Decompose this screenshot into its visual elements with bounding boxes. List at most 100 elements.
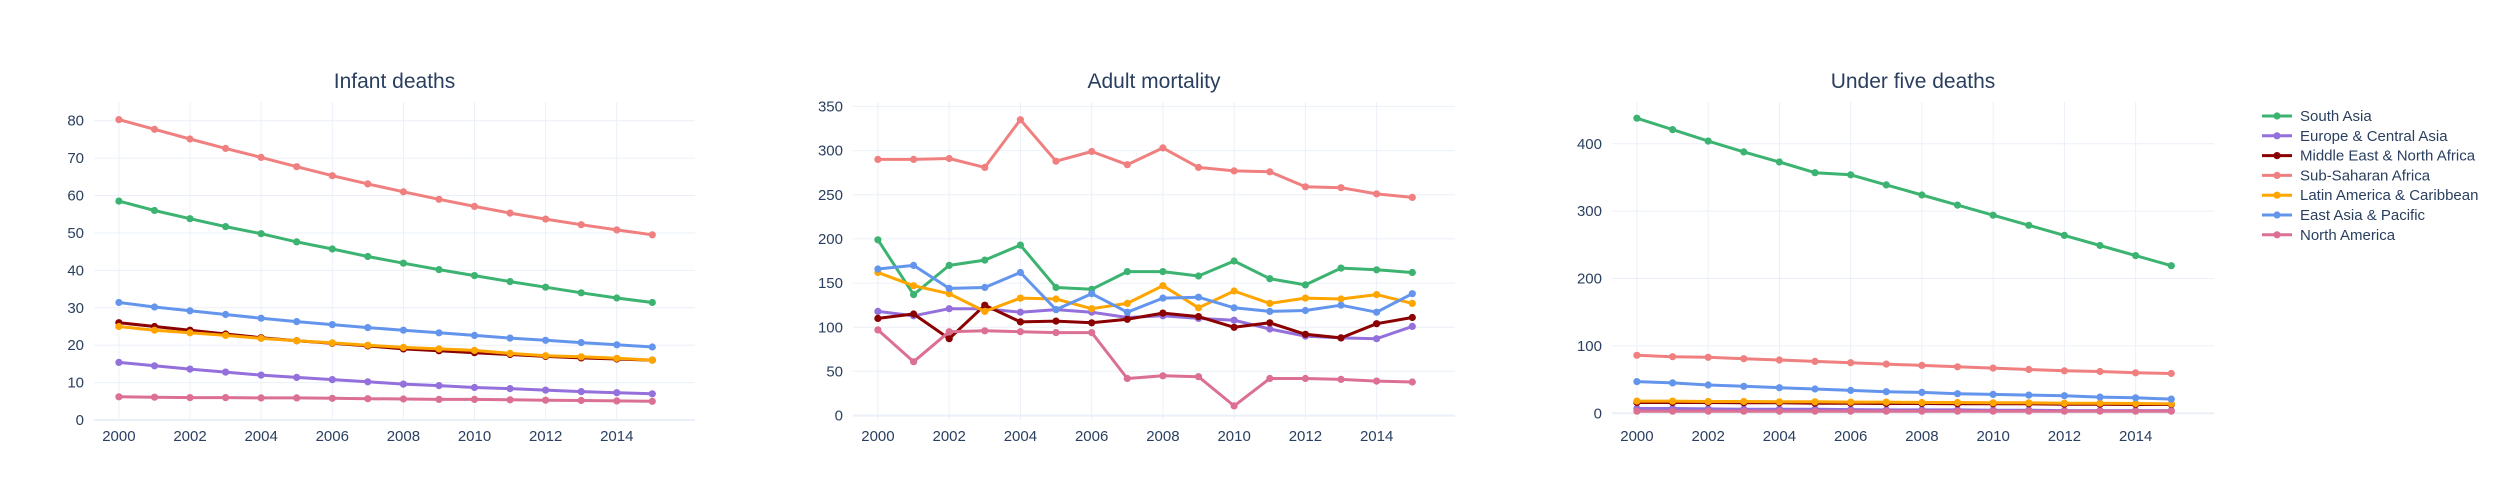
data-point [1016,294,1024,302]
data-point [328,245,336,253]
data-point [186,135,194,143]
y-tick-label: 300 [818,143,843,160]
data-point [506,349,514,357]
legend-item-middle-east-north-africa[interactable]: Middle East & North Africa [2262,148,2476,165]
series-east-asia-pacific [1633,378,2175,403]
data-point [328,172,336,180]
data-point [1775,407,1783,415]
data-point [1775,356,1783,364]
legend-label: East Asia & Pacific [2300,207,2426,224]
series-line-middle-east-north-africa [876,303,1414,341]
data-point [2025,221,2033,229]
x-tick-label: 2000 [861,428,894,445]
data-point [981,307,989,315]
data-point [1633,407,1641,415]
x-tick-label: 2012 [2048,428,2081,445]
data-point [115,322,123,331]
data-point [542,215,550,223]
series-europe-central-asia [115,358,656,398]
data-point [1775,384,1783,392]
data-point [186,215,194,223]
y-tick-label: 0 [835,408,843,425]
data-point [1373,335,1381,343]
legend-item-south-asia[interactable]: South Asia [2262,108,2372,125]
data-point [150,303,159,311]
data-point [1052,306,1060,314]
y-tick-label: 0 [1594,405,1602,422]
chart-title: Adult mortality [1087,70,1221,93]
data-point [1123,268,1131,276]
data-point [506,209,514,217]
data-point [1230,287,1238,295]
legend-marker [2273,231,2281,239]
series-line-east-asia-pacific [1635,380,2173,401]
x-tick-label: 2008 [1905,428,1938,445]
y-tick-label: 200 [818,231,843,248]
data-point [293,318,301,326]
x-tick-label: 2006 [1834,428,1867,445]
data-point [910,282,918,290]
series-line-north-america [117,395,654,403]
data-point [1882,181,1890,189]
legend-item-north-america[interactable]: North America [2262,227,2396,244]
series-north-america [1633,407,2175,415]
data-point [2060,399,2068,407]
chart-adult-mortality: 0 50 100 150 200 250 300 350 2000 2002 2004 2006 200… [818,70,1455,445]
data-point [222,394,230,402]
data-point [1088,290,1096,298]
chart-under-five-deaths: 0 100 200 300 400 2000 2002 2004 2006 2008 2010 201… [1577,70,2214,445]
data-point [577,289,585,297]
legend-item-sub-saharan-africa[interactable]: Sub-Saharan Africa [2262,167,2431,184]
data-point [115,358,123,366]
data-point [364,395,372,403]
data-point [364,252,372,261]
series-line-europe-central-asia [117,360,654,396]
data-point [1811,357,1819,365]
data-point [1953,390,1962,398]
data-point [1123,315,1131,323]
data-point [1016,241,1024,249]
data-point [1408,290,1416,298]
data-point [1052,329,1060,337]
data-point [1052,283,1060,292]
series-line-sub-saharan-africa [1635,353,2173,375]
x-tick-label: 2012 [1289,428,1322,445]
data-point [293,238,301,246]
data-point [2167,369,2175,378]
y-tick-label: 150 [818,275,843,292]
data-point [910,155,918,163]
legend-label: Middle East & North Africa [2300,148,2476,165]
data-point [435,395,443,403]
data-point [945,154,953,163]
data-point [1918,361,1926,369]
data-point [613,397,621,405]
series-sub-saharan-africa [115,116,656,239]
legend-item-east-asia-pacific[interactable]: East Asia & Pacific [2262,207,2426,224]
legend[interactable]: South Asia Europe & Central Asia Middle Ea… [2262,108,2478,244]
data-point [945,335,953,343]
data-point [1159,268,1167,276]
data-point [2096,367,2104,376]
data-point [1337,334,1345,342]
chart-infant-deaths: 0 10 20 30 40 50 60 70 80 2000 2002 2004 2006 2008 201… [67,70,695,445]
series-latin-america-caribbean [115,322,656,364]
legend-item-europe-central-asia[interactable]: Europe & Central Asia [2262,128,2448,145]
data-point [2096,407,2104,415]
data-point [1052,295,1060,303]
x-tick-label: 2004 [1004,428,1037,445]
data-point [1337,301,1345,309]
chart-title: Infant deaths [334,70,455,93]
data-point [1740,407,1748,415]
data-point [945,328,953,336]
y-tick-label: 100 [1577,338,1602,355]
data-point [1847,386,1855,394]
x-tick-label: 2012 [529,428,562,445]
x-tick-label: 2014 [600,428,633,445]
data-point [257,394,265,402]
series-south-asia [874,236,1416,299]
x-tick-label: 2002 [932,428,965,445]
legend-item-latin-america-caribbean[interactable]: Latin America & Caribbean [2262,187,2478,204]
data-point [470,331,479,339]
data-point [222,310,230,319]
